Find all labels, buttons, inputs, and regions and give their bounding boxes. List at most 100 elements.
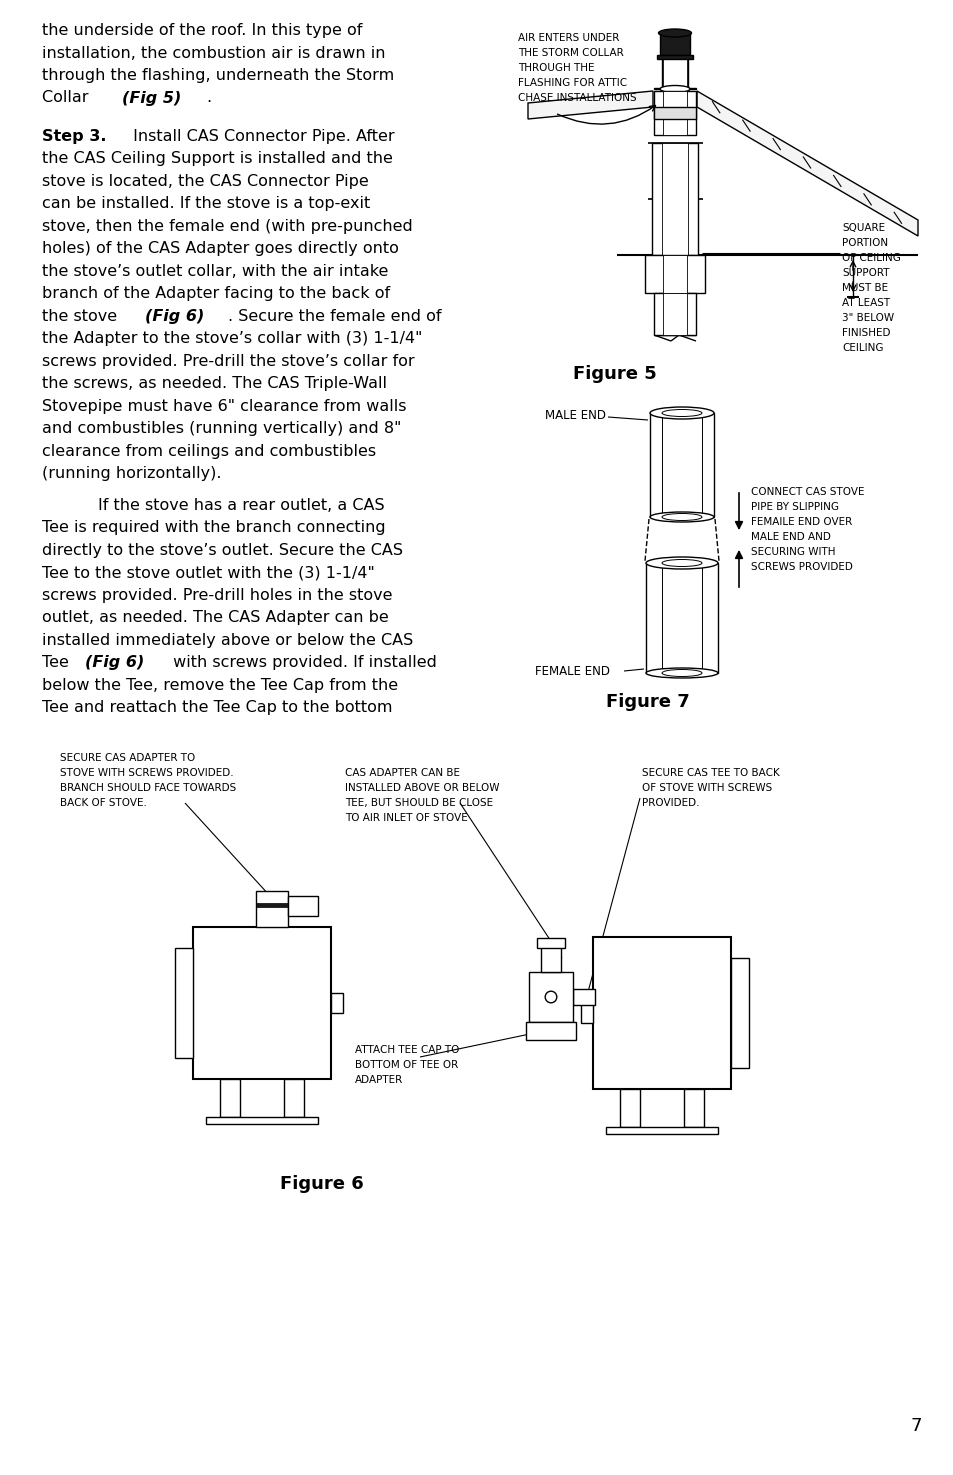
Bar [654,108,696,119]
Text: SQUARE: SQUARE [841,223,884,233]
Text: Step 3.: Step 3. [42,128,107,143]
Text: .: . [206,90,211,106]
Bar [649,413,713,518]
Text: SECURING WITH: SECURING WITH [750,547,835,558]
Text: Install CAS Connector Pipe. After: Install CAS Connector Pipe. After [128,128,395,143]
Text: SECURE CAS ADAPTER TO: SECURE CAS ADAPTER TO [60,754,195,763]
Bar [662,255,686,294]
Text: Figure 7: Figure 7 [605,693,689,711]
Text: SECURE CAS TEE TO BACK: SECURE CAS TEE TO BACK [641,768,779,777]
Ellipse shape [649,407,713,419]
Bar [645,563,718,673]
Bar [540,944,560,972]
Text: MALE END: MALE END [544,409,605,422]
Bar [537,938,564,948]
Ellipse shape [661,559,701,566]
Text: the CAS Ceiling Support is installed and the: the CAS Ceiling Support is installed and… [42,152,393,167]
Bar [654,91,696,136]
Text: Tee: Tee [42,655,74,670]
Bar [174,948,193,1058]
Bar [662,294,686,335]
Text: Figure 6: Figure 6 [280,1176,363,1193]
Text: branch of the Adapter facing to the back of: branch of the Adapter facing to the back… [42,286,390,301]
Polygon shape [527,91,652,119]
Text: 3" BELOW: 3" BELOW [841,313,893,323]
Bar [651,143,698,255]
Text: CEILING: CEILING [841,344,882,353]
Text: FLASHING FOR ATTIC: FLASHING FOR ATTIC [517,78,626,88]
Text: clearance from ceilings and combustibles: clearance from ceilings and combustibles [42,444,375,459]
Text: AT LEAST: AT LEAST [841,298,889,308]
Text: Tee is required with the branch connecting: Tee is required with the branch connecti… [42,521,385,535]
Text: BOTTOM OF TEE OR: BOTTOM OF TEE OR [355,1061,457,1069]
Ellipse shape [661,513,701,521]
Text: stove, then the female end (with pre-punched: stove, then the female end (with pre-pun… [42,218,413,233]
Bar [662,91,686,136]
Bar [580,1003,593,1024]
Bar [331,993,343,1013]
Text: holes) of the CAS Adapter goes directly onto: holes) of the CAS Adapter goes directly … [42,242,398,257]
Ellipse shape [658,30,691,37]
Text: THROUGH THE: THROUGH THE [517,63,594,72]
Circle shape [544,991,557,1003]
Bar [662,59,686,88]
Text: SCREWS PROVIDED: SCREWS PROVIDED [750,562,852,572]
Text: installation, the combustion air is drawn in: installation, the combustion air is draw… [42,46,385,60]
Text: FEMALE END: FEMALE END [535,665,609,678]
Text: (running horizontally).: (running horizontally). [42,466,221,481]
Bar [593,937,730,1089]
Bar [525,1022,576,1040]
Text: Stovepipe must have 6" clearance from walls: Stovepipe must have 6" clearance from wa… [42,398,406,414]
Bar [288,895,317,916]
Text: ATTACH TEE CAP TO: ATTACH TEE CAP TO [355,1044,459,1055]
Text: through the flashing, underneath the Storm: through the flashing, underneath the Sto… [42,68,394,83]
Ellipse shape [661,410,701,416]
Bar [683,1089,703,1127]
Text: screws provided. Pre-drill the stove’s collar for: screws provided. Pre-drill the stove’s c… [42,354,415,369]
Text: directly to the stove’s outlet. Secure the CAS: directly to the stove’s outlet. Secure t… [42,543,402,558]
Bar [644,255,704,294]
Bar [657,55,692,59]
Ellipse shape [649,512,713,522]
Text: TEE, BUT SHOULD BE CLOSE: TEE, BUT SHOULD BE CLOSE [345,798,493,808]
Text: MALE END AND: MALE END AND [750,532,830,541]
Text: the stove: the stove [42,308,122,323]
Text: CONNECT CAS STOVE: CONNECT CAS STOVE [750,487,863,497]
Text: the Adapter to the stove’s collar with (3) 1-1/4": the Adapter to the stove’s collar with (… [42,332,422,347]
Bar [619,1089,639,1127]
Bar [573,990,595,1004]
Bar [206,1117,317,1124]
Text: If the stove has a rear outlet, a CAS: If the stove has a rear outlet, a CAS [98,497,384,513]
Text: stove is located, the CAS Connector Pipe: stove is located, the CAS Connector Pipe [42,174,369,189]
Text: the screws, as needed. The CAS Triple-Wall: the screws, as needed. The CAS Triple-Wa… [42,376,387,391]
Bar [284,1080,304,1117]
Text: FEMAILE END OVER: FEMAILE END OVER [750,518,851,527]
Text: ADAPTER: ADAPTER [355,1075,403,1086]
Bar [654,294,696,335]
Bar [730,957,748,1068]
Text: MUST BE: MUST BE [841,283,887,294]
Text: THE STORM COLLAR: THE STORM COLLAR [517,49,623,58]
Text: (Fig 6): (Fig 6) [85,655,144,670]
Text: Figure 5: Figure 5 [573,364,657,384]
Bar [661,143,687,255]
Bar [661,59,687,88]
Text: . Secure the female end of: . Secure the female end of [228,308,441,323]
Text: with screws provided. If installed: with screws provided. If installed [168,655,436,670]
Text: 7: 7 [909,1417,921,1435]
Ellipse shape [659,86,689,93]
Ellipse shape [645,558,718,569]
Text: (Fig 5): (Fig 5) [122,90,181,106]
Text: screws provided. Pre-drill holes in the stove: screws provided. Pre-drill holes in the … [42,587,392,603]
Text: BRANCH SHOULD FACE TOWARDS: BRANCH SHOULD FACE TOWARDS [60,783,236,794]
Text: below the Tee, remove the Tee Cap from the: below the Tee, remove the Tee Cap from t… [42,677,397,693]
Text: Tee and reattach the Tee Cap to the bottom: Tee and reattach the Tee Cap to the bott… [42,701,392,715]
Bar [255,903,288,907]
Text: Tee to the stove outlet with the (3) 1-1/4": Tee to the stove outlet with the (3) 1-1… [42,565,375,580]
Text: STOVE WITH SCREWS PROVIDED.: STOVE WITH SCREWS PROVIDED. [60,768,233,777]
Text: and combustibles (running vertically) and 8": and combustibles (running vertically) an… [42,422,401,437]
Text: PORTION: PORTION [841,237,887,248]
Ellipse shape [645,668,718,679]
Text: CAS ADAPTER CAN BE: CAS ADAPTER CAN BE [345,768,459,777]
Bar [605,1127,718,1134]
